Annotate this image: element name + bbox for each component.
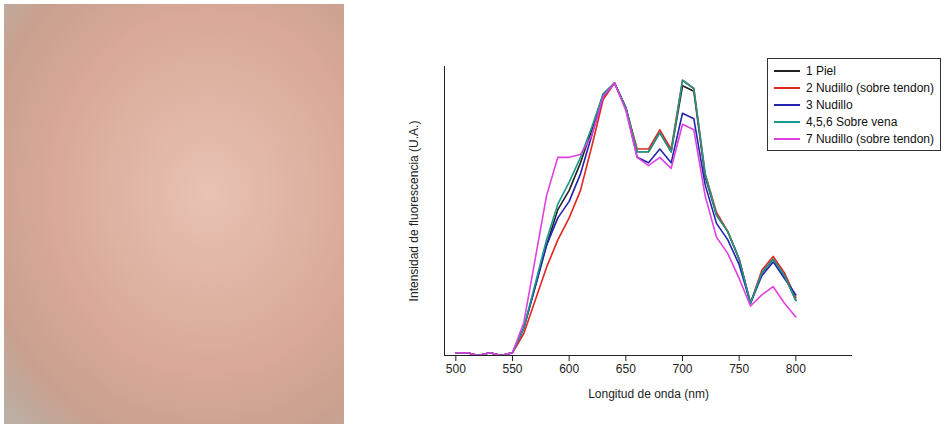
svg-text:700: 700 bbox=[672, 362, 692, 376]
svg-text:800: 800 bbox=[786, 362, 806, 376]
svg-text:500: 500 bbox=[446, 362, 466, 376]
html-text:7 Nudillo (sobre tendon): 7 Nudillo (sobre tendon) bbox=[805, 131, 934, 146]
svg-text:650: 650 bbox=[616, 362, 636, 376]
html-text:2 Nudillo (sobre tendon): 2 Nudillo (sobre tendon) bbox=[805, 80, 934, 95]
svg-text:750: 750 bbox=[729, 362, 749, 376]
svg-text:Intensidad de fluorescencia (U: Intensidad de fluorescencia (U.A.) bbox=[407, 121, 421, 302]
svg-text:Longitud de onda (nm): Longitud de onda (nm) bbox=[588, 387, 709, 401]
svg-text:550: 550 bbox=[502, 362, 522, 376]
html-text:1 Piel: 1 Piel bbox=[805, 63, 836, 78]
svg-text:600: 600 bbox=[559, 362, 579, 376]
html-text:4,5,6 Sobre vena: 4,5,6 Sobre vena bbox=[805, 114, 898, 129]
html-text:3 Nudillo: 3 Nudillo bbox=[805, 97, 853, 112]
